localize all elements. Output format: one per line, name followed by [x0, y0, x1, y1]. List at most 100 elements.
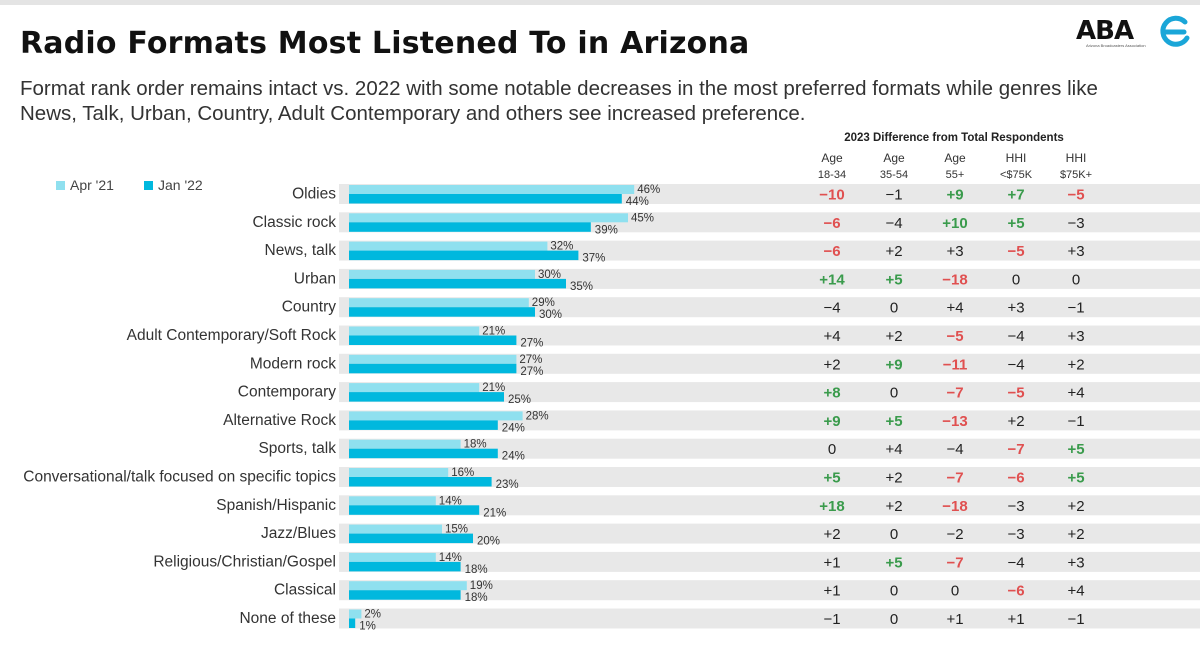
diff-value: −18 — [942, 498, 967, 515]
diff-value: +2 — [1067, 526, 1084, 543]
diff-value: +2 — [1007, 413, 1024, 430]
bar-jan22 — [349, 278, 566, 289]
row-band — [339, 523, 1200, 544]
data-label-apr21: 15% — [445, 524, 468, 536]
diff-value: +2 — [823, 356, 840, 373]
page-subtitle: Format rank order remains intact vs. 202… — [20, 77, 1098, 125]
diff-value: +4 — [823, 328, 840, 345]
data-label-apr21: 27% — [519, 354, 542, 366]
diff-value: −7 — [946, 470, 963, 487]
legend-label-jan22: Jan '22 — [158, 177, 203, 193]
aba-logo-text: ABA — [1076, 16, 1134, 46]
bar-apr21 — [349, 468, 449, 477]
diff-value: +1 — [823, 554, 840, 571]
data-label-apr21: 45% — [631, 212, 654, 224]
data-label-jan22: 18% — [465, 592, 488, 604]
diff-value: −6 — [823, 243, 840, 260]
diff-value: 0 — [890, 300, 898, 317]
row-band — [339, 438, 1200, 459]
swirl-logo-icon — [1160, 15, 1190, 47]
diff-value: 0 — [951, 583, 959, 600]
diff-value: −4 — [946, 441, 963, 458]
diff-value: +2 — [885, 498, 902, 515]
diff-value: −7 — [1007, 441, 1024, 458]
diff-value: +3 — [1067, 328, 1084, 345]
legend-label-apr21: Apr '21 — [70, 177, 114, 193]
bar-jan22 — [349, 363, 517, 374]
diff-value: −4 — [823, 300, 840, 317]
data-label-apr21: 21% — [482, 326, 505, 338]
diff-value: +2 — [885, 243, 902, 260]
bar-jan22 — [349, 505, 480, 515]
diff-value: −4 — [1007, 554, 1024, 571]
diff-value: +14 — [819, 271, 845, 288]
category-label: Urban — [294, 270, 336, 287]
diff-value: +1 — [1007, 611, 1024, 628]
diff-value: −5 — [946, 328, 963, 345]
bar-jan22 — [349, 618, 356, 628]
row-band — [339, 410, 1200, 431]
data-label-jan22: 44% — [626, 196, 649, 208]
diff-value: −10 — [819, 187, 844, 204]
category-label: Adult Contemporary/Soft Rock — [127, 327, 337, 344]
diff-value: −7 — [946, 385, 963, 402]
diff-value: −1 — [1067, 300, 1084, 317]
data-label-jan22: 24% — [502, 422, 525, 434]
diff-value: −4 — [885, 215, 902, 232]
diff-value: +4 — [1067, 385, 1084, 402]
diff-value: +1 — [823, 583, 840, 600]
data-label-jan22: 23% — [496, 479, 519, 491]
diff-value: −6 — [1007, 583, 1024, 600]
diff-value: +5 — [885, 271, 902, 288]
row-band — [339, 495, 1200, 516]
diff-value: +5 — [823, 470, 840, 487]
column-header-line2: $75K+ — [1060, 169, 1092, 181]
bar-apr21 — [349, 298, 529, 308]
diff-value: +1 — [946, 611, 963, 628]
diff-value: +7 — [1007, 187, 1024, 204]
bar-jan22 — [349, 335, 517, 345]
bar-jan22 — [349, 561, 461, 572]
diff-value: −13 — [942, 413, 967, 430]
bar-jan22 — [349, 250, 579, 261]
column-header-line2: 18-34 — [818, 169, 846, 181]
category-label: Country — [282, 299, 337, 316]
row-band — [339, 467, 1200, 487]
bar-apr21 — [349, 496, 436, 506]
diff-value: +5 — [885, 413, 902, 430]
data-label-apr21: 18% — [464, 439, 487, 451]
category-label: Conversational/talk focused on specific … — [23, 469, 336, 486]
data-label-apr21: 21% — [482, 382, 505, 394]
bar-apr21 — [349, 241, 548, 251]
category-label: Classic rock — [252, 214, 336, 231]
bar-apr21 — [349, 439, 461, 449]
bar-apr21 — [349, 581, 467, 591]
bar-jan22 — [349, 420, 498, 430]
diff-value: +2 — [1067, 498, 1084, 515]
diff-value: +3 — [946, 243, 963, 260]
diff-value: −7 — [946, 554, 963, 571]
column-header-line1: Age — [944, 151, 966, 165]
diff-value: +3 — [1007, 300, 1024, 317]
category-label: Contemporary — [238, 384, 336, 401]
data-label-apr21: 46% — [637, 184, 660, 196]
diff-table-title: 2023 Difference from Total Respondents — [844, 132, 1064, 144]
row-band — [339, 325, 1200, 346]
aba-logo: ABA Arizona Broadcasters Association — [1076, 16, 1154, 48]
data-label-jan22: 21% — [483, 507, 506, 519]
diff-value: 0 — [1072, 271, 1080, 288]
diff-value: +5 — [1007, 215, 1024, 232]
data-label-apr21: 14% — [439, 552, 462, 564]
data-label-apr21: 30% — [538, 269, 561, 281]
diff-value: +2 — [885, 328, 902, 345]
diff-value: −3 — [1067, 215, 1084, 232]
bar-jan22 — [349, 590, 461, 600]
row-band — [339, 608, 1200, 629]
diff-value: +8 — [823, 385, 840, 402]
column-header-line2: 55+ — [946, 169, 965, 181]
column-header-line2: <$75K — [1000, 169, 1033, 181]
diff-value: +5 — [1067, 441, 1084, 458]
column-header-line1: Age — [821, 151, 843, 165]
bar-apr21 — [349, 269, 535, 279]
row-band — [339, 580, 1200, 601]
